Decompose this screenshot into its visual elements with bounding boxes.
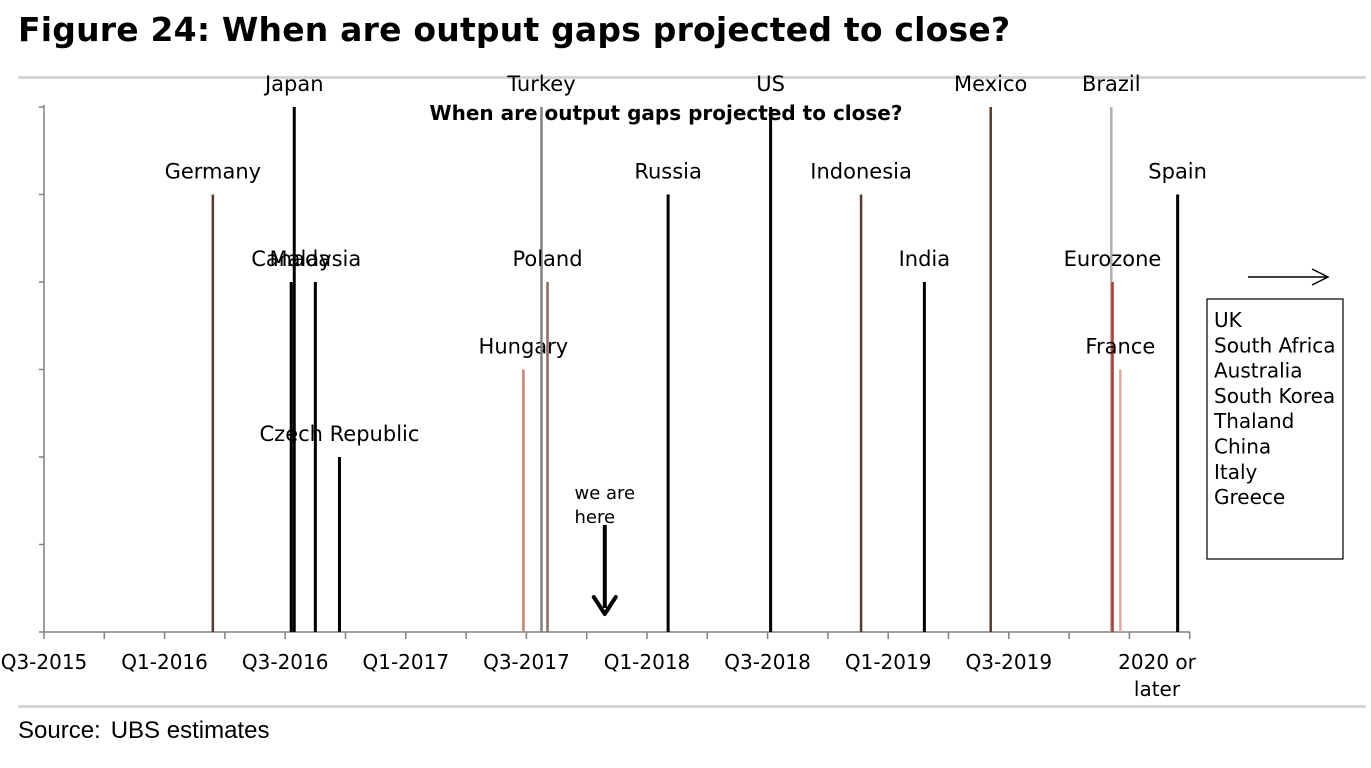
- now-arrow-head: [591, 595, 618, 616]
- event-label: Turkey: [506, 72, 575, 96]
- later-box: [1206, 298, 1344, 560]
- event-label: Eurozone: [1064, 247, 1162, 271]
- x-tick-label: Q3-2015: [1, 650, 88, 674]
- event-label: France: [1085, 335, 1155, 359]
- later-country: Australia: [1214, 359, 1302, 383]
- event-label: Canada: [251, 247, 331, 271]
- event-label: Brazil: [1082, 72, 1141, 96]
- x-tick-label: Q3-2018: [724, 650, 811, 674]
- later-country: China: [1214, 435, 1271, 459]
- event-label: Russia: [634, 160, 702, 184]
- x-tick-label: Q3-2019: [966, 650, 1053, 674]
- figure-title: Figure 24: When are output gaps projecte…: [18, 10, 1011, 49]
- x-axis: Q3-2015 Q1-2016 Q3-2016 Q1-2017 Q3-2017 Q1-20…: [1, 631, 1197, 701]
- x-tick-label: 2020 or later: [1118, 650, 1196, 701]
- event-label: Hungary: [479, 335, 569, 359]
- later-country: South Africa: [1214, 333, 1336, 357]
- event-label: Spain: [1148, 160, 1207, 184]
- later-country: South Korea: [1214, 384, 1335, 408]
- event-label: Japan: [263, 72, 324, 96]
- x-tick-label: Q1-2018: [604, 650, 691, 674]
- source-text: UBS estimates: [110, 717, 270, 744]
- later-country: Greece: [1214, 485, 1285, 509]
- event-label: Germany: [165, 160, 262, 184]
- y-axis: [39, 105, 45, 633]
- chart-title: When are output gaps projected to close?: [430, 101, 903, 125]
- later-arrow-head: [1311, 268, 1330, 286]
- x-tick-label: Q3-2016: [242, 650, 329, 674]
- later-country: UK: [1214, 308, 1243, 332]
- later-country: Thaland: [1213, 409, 1294, 433]
- now-marker: we are here: [574, 483, 635, 616]
- event-label: Poland: [512, 247, 582, 271]
- source-label: Source:: [18, 717, 101, 744]
- timeline-chart: When are output gaps projected to close?…: [1, 72, 1344, 701]
- x-tick-label: Q1-2016: [121, 650, 208, 674]
- now-marker-label: we are here: [574, 483, 635, 528]
- top-divider: [18, 76, 1366, 79]
- x-tick-label: Q1-2019: [845, 650, 932, 674]
- x-tick-label: Q1-2017: [363, 650, 450, 674]
- event-label: India: [899, 247, 951, 271]
- source-note: Source: UBS estimates: [18, 717, 279, 745]
- bottom-divider: [18, 705, 1366, 708]
- event-label: Czech Republic: [260, 422, 420, 446]
- event-label: Mexico: [954, 72, 1027, 96]
- event-label: Indonesia: [810, 160, 912, 184]
- event-label: Malaysia: [269, 247, 361, 271]
- event-label: US: [756, 72, 785, 96]
- later-country: Italy: [1214, 460, 1258, 484]
- x-tick-label: Q3-2017: [483, 650, 570, 674]
